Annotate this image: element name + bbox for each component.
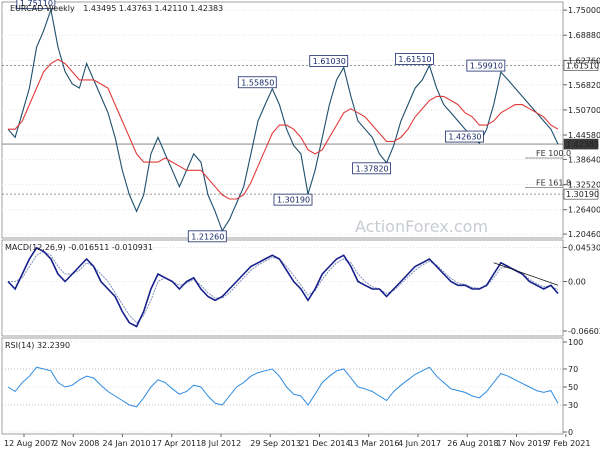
macd-axis-tick-label: -0.066036 xyxy=(568,327,600,336)
price-level-box xyxy=(563,138,599,150)
price-level-label: 1.30190 xyxy=(566,190,599,199)
x-axis-tick-label: 13 Mar 2016 xyxy=(349,439,400,448)
x-axis-tick-label: 24 Jan 2010 xyxy=(103,439,151,448)
chart-title: EURCAD Weekly 1.43495 1.43763 1.42110 1.… xyxy=(10,4,223,13)
fe-level-label: FE 161.8 xyxy=(536,179,571,188)
swing-annotation-label: 1.21260 xyxy=(191,232,224,241)
price-axis-tick-label: 1.44580 xyxy=(568,131,600,140)
price-axis-tick-label: 1.50700 xyxy=(568,106,600,115)
swing-annotation-label: 1.75110 xyxy=(20,0,53,8)
price-axis-tick-label: 1.38640 xyxy=(568,155,600,164)
rsi-axis-tick-label: 50 xyxy=(568,383,578,392)
macd-pane xyxy=(1,239,564,337)
price-series-line xyxy=(7,7,559,233)
x-axis-tick-label: 26 Aug 2018 xyxy=(447,439,498,448)
price-axis-tick-label: 1.75000 xyxy=(568,6,600,15)
macd-axis-tick-label: 0.045307 xyxy=(568,244,600,253)
watermark: ActionForex.com xyxy=(355,217,488,236)
swing-annotation-box xyxy=(273,193,313,206)
rsi-line xyxy=(7,366,559,408)
macd-label: MACD(12,26,9) -0.016511 -0.010931 xyxy=(5,243,153,252)
x-axis-tick-label: 12 Aug 2007 xyxy=(4,439,55,448)
price-axis-tick-label: 1.56820 xyxy=(568,81,600,90)
price-axis-tick-label: 1.20460 xyxy=(568,230,600,239)
chart-title-text: EURCAD Weekly xyxy=(10,4,75,13)
rsi-label: RSI(14) 32.2390 xyxy=(5,341,70,350)
swing-annotation-box xyxy=(466,59,506,72)
swing-annotation-box xyxy=(187,230,227,243)
swing-annotation-box xyxy=(309,55,349,67)
rsi-axis-tick-label: 0 xyxy=(568,428,573,437)
swing-annotation-box xyxy=(445,130,484,143)
ma-series-line xyxy=(8,58,559,200)
swing-annotation-label: 1.55850 xyxy=(241,78,274,87)
price-level-box xyxy=(563,60,599,71)
x-axis-tick-label: 17 Nov 2019 xyxy=(497,439,548,448)
swing-annotation-label: 1.42630 xyxy=(448,133,481,142)
price-axis-tick-label: 1.32520 xyxy=(568,181,600,190)
swing-annotation-box xyxy=(395,53,434,65)
rsi-pane xyxy=(1,337,564,435)
macd-line xyxy=(7,246,559,328)
macd-signal-line xyxy=(8,250,559,324)
x-axis-tick-label: 21 Dec 2014 xyxy=(300,439,351,448)
swing-annotation-box xyxy=(16,0,56,10)
swing-annotation-box xyxy=(352,162,391,175)
swing-annotation-label: 1.37820 xyxy=(356,164,389,173)
x-axis-tick-label: 2 Nov 2008 xyxy=(53,439,99,448)
rsi-axis-tick-label: 100 xyxy=(568,338,583,347)
swing-annotation-label: 1.61510 xyxy=(398,55,431,64)
rsi-axis-tick-label: 70 xyxy=(568,365,578,374)
price-level-box xyxy=(563,188,599,200)
swing-annotation-box xyxy=(237,76,277,89)
rsi-axis-tick-label: 30 xyxy=(568,401,578,410)
ohlc-readout: 1.43495 1.43763 1.42110 1.42383 xyxy=(83,4,223,13)
price-axis-tick-label: 1.26400 xyxy=(568,206,600,215)
x-axis-tick-label: 4 Jun 2017 xyxy=(398,439,441,448)
fe-level-label: FE 100.0 xyxy=(536,149,571,158)
swing-annotation-label: 1.59910 xyxy=(470,62,503,71)
price-axis-tick-label: 1.68880 xyxy=(568,31,600,40)
x-axis-tick-label: 8 Jul 2012 xyxy=(201,439,241,448)
price-axis-tick-label: 1.62760 xyxy=(568,56,600,65)
price-level-label: 1.61510 xyxy=(566,62,599,71)
x-axis-tick-label: 17 Apr 2011 xyxy=(152,439,201,448)
macd-axis-tick-label: 0.00 xyxy=(568,278,586,287)
price-level-label: 1.42383 xyxy=(566,140,599,149)
swing-annotation-label: 1.30190 xyxy=(277,196,310,205)
x-axis-tick-label: 29 Sep 2013 xyxy=(250,439,301,448)
x-axis-tick-label: 7 Feb 2021 xyxy=(546,439,591,448)
macd-trendline xyxy=(493,262,559,286)
swing-annotation-label: 1.61030 xyxy=(313,57,346,66)
